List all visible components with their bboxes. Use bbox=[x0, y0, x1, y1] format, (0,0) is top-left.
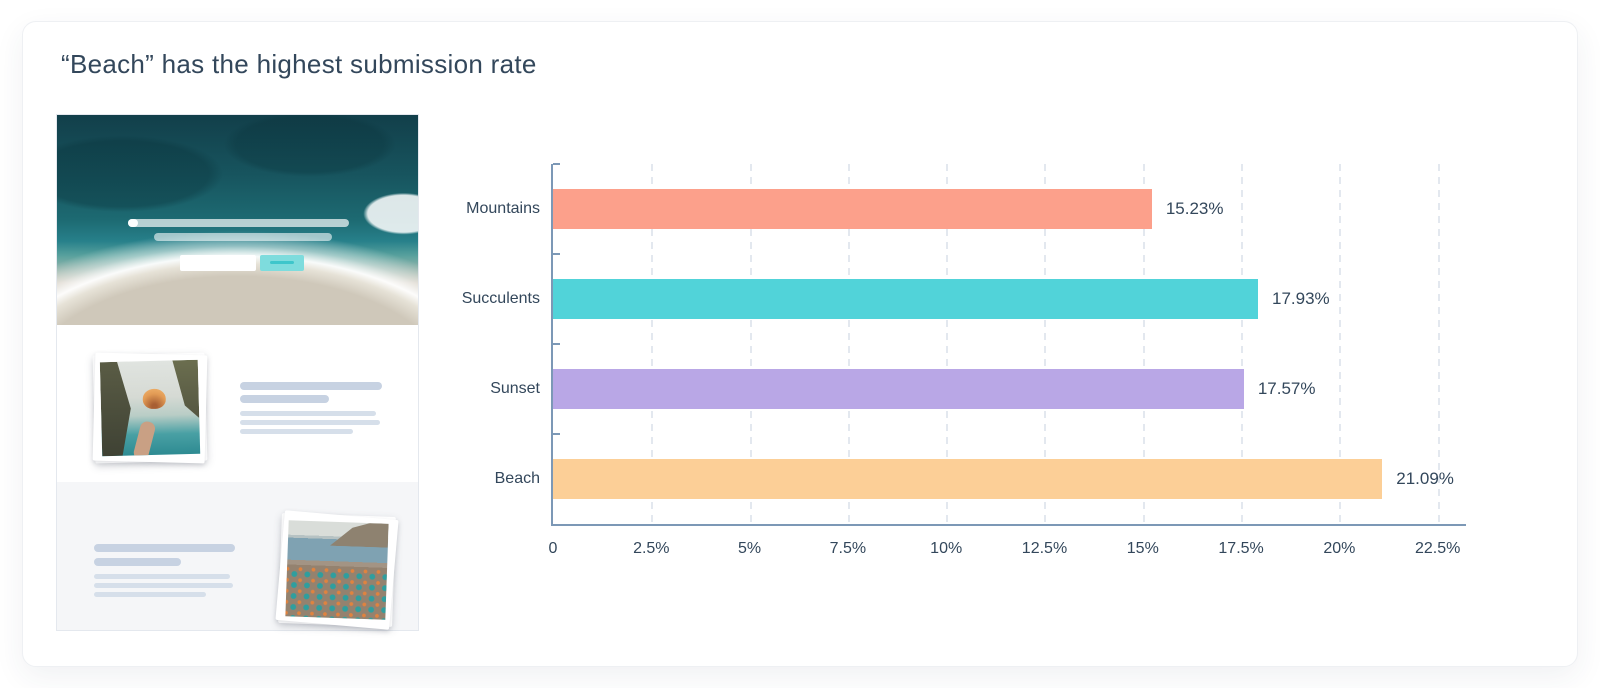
bar-sunset bbox=[553, 369, 1244, 409]
y-axis-tick bbox=[553, 343, 560, 345]
category-label-sunset: Sunset bbox=[490, 380, 540, 397]
gridline bbox=[847, 164, 850, 524]
text-placeholder-line bbox=[240, 395, 329, 403]
preview-body-section bbox=[57, 325, 418, 482]
bar-succulents bbox=[553, 279, 1258, 319]
chart-row: 17.57% bbox=[553, 344, 1466, 434]
subheadline-placeholder-line bbox=[154, 233, 332, 241]
gridline bbox=[1241, 164, 1244, 524]
gridline bbox=[1339, 164, 1342, 524]
bar-value-label: 17.57% bbox=[1257, 379, 1316, 398]
text-placeholder-line bbox=[240, 429, 353, 434]
seashell-photo bbox=[92, 352, 208, 464]
report-card: “Beach” has the highest submission rate bbox=[22, 21, 1578, 667]
gridline bbox=[749, 164, 752, 524]
x-axis-tick-label: 0 bbox=[548, 540, 558, 557]
category-label-mountains: Mountains bbox=[466, 200, 540, 217]
text-placeholder-line bbox=[94, 558, 181, 566]
text-placeholder-line bbox=[94, 592, 206, 597]
y-axis-tick bbox=[553, 433, 560, 435]
seashell-icon bbox=[142, 388, 166, 410]
email-input-placeholder bbox=[180, 255, 256, 271]
text-placeholder-line bbox=[240, 411, 376, 416]
chart-row: 15.23% bbox=[553, 164, 1466, 254]
gridline bbox=[946, 164, 949, 524]
submission-rate-bar-chart: 0 2.5% 5% 7.5% 10% 12.5% 15% 17.5% 20% 22.5% 15.23… bbox=[462, 163, 1466, 557]
gridline bbox=[1044, 164, 1047, 524]
bar-value-label: 21.09% bbox=[1396, 469, 1454, 488]
submit-button-placeholder bbox=[260, 255, 304, 271]
x-axis-tick-label: 5% bbox=[738, 540, 762, 557]
x-axis-tick-label: 2.5% bbox=[633, 540, 670, 557]
text-placeholder-line bbox=[240, 382, 382, 390]
x-axis-tick-label: 22.5% bbox=[1415, 540, 1461, 557]
gridline bbox=[1142, 164, 1145, 524]
text-placeholder-line bbox=[94, 574, 230, 579]
category-label-succulents: Succulents bbox=[461, 290, 540, 307]
x-axis-tick-label: 10% bbox=[930, 540, 963, 557]
x-axis-tick-label: 12.5% bbox=[1021, 540, 1068, 557]
seashell-photo-image bbox=[99, 359, 201, 457]
hero-ocean-photo bbox=[57, 115, 418, 325]
text-placeholder-line bbox=[94, 544, 235, 552]
chart-row: 21.09% bbox=[553, 434, 1466, 524]
form-preview-thumbnail bbox=[56, 114, 419, 631]
gridline bbox=[651, 164, 654, 524]
bar-value-label: 15.23% bbox=[1165, 199, 1224, 218]
bar-mountains bbox=[553, 189, 1152, 229]
x-axis-tick-label: 20% bbox=[1323, 540, 1356, 557]
y-axis-tick bbox=[553, 163, 560, 165]
category-label-beach: Beach bbox=[494, 470, 540, 487]
gridline bbox=[1437, 164, 1440, 524]
headline-placeholder-line bbox=[128, 219, 349, 227]
bar-value-label: 17.93% bbox=[1271, 289, 1330, 308]
x-axis-tick-label: 17.5% bbox=[1218, 540, 1264, 557]
text-placeholder-line bbox=[94, 583, 233, 588]
bar-beach bbox=[553, 459, 1383, 499]
x-axis-tick-label: 7.5% bbox=[829, 540, 867, 557]
beach-umbrellas-photo-image bbox=[285, 520, 389, 620]
text-placeholder-line bbox=[240, 420, 380, 425]
chart-row: 17.93% bbox=[553, 254, 1466, 344]
page-title: “Beach” has the highest submission rate bbox=[61, 49, 537, 79]
preview-footer-section bbox=[57, 482, 418, 630]
x-axis-tick-label: 15% bbox=[1126, 540, 1159, 557]
beach-umbrellas-photo bbox=[278, 513, 396, 627]
y-axis-tick bbox=[553, 253, 560, 255]
